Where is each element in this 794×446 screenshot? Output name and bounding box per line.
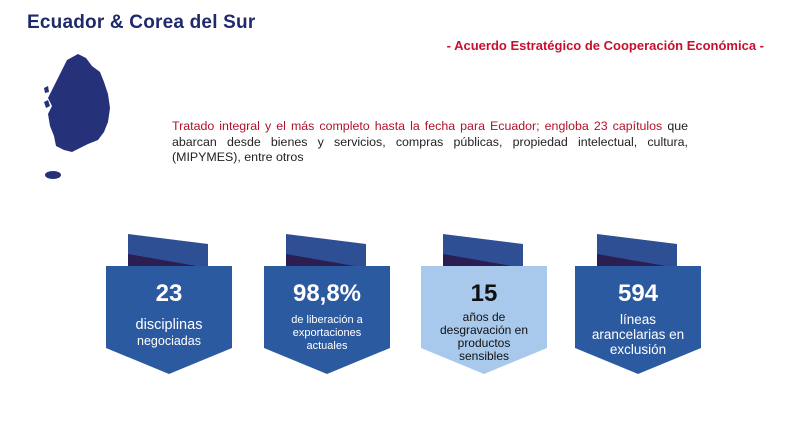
stat-value: 98,8%	[292, 280, 362, 307]
south-korea-map-icon	[44, 54, 110, 179]
card-shape	[264, 234, 390, 374]
stat-label-line2: exportaciones	[292, 327, 362, 339]
page-subtitle: - Acuerdo Estratégico de Cooperación Eco…	[446, 38, 764, 53]
stat-label-line3: actuales	[306, 340, 348, 352]
card-shape	[575, 234, 701, 374]
stat-card-liberacion: 98,8% de liberación a exportaciones actu…	[264, 234, 390, 376]
description-highlight: Tratado integral y el más completo hasta…	[172, 119, 663, 133]
stat-card-disciplinas: 23 disciplinas negociadas	[106, 234, 232, 376]
stat-label-line4: sensibles	[458, 349, 510, 363]
stat-value: 15	[470, 280, 498, 307]
stat-card-lineas: 594 líneas arancelarias en exclusión	[575, 234, 701, 376]
stat-label-line1: líneas	[619, 312, 657, 327]
page-title: Ecuador & Corea del Sur	[27, 12, 256, 33]
stat-label-line2: desgravación en	[439, 323, 529, 337]
stat-label-line2: negociadas	[137, 334, 201, 348]
stat-card-desgravacion: 15 años de desgravación en productos sen…	[421, 234, 547, 376]
stat-label-line3: exclusión	[609, 342, 667, 357]
stat-label-line1: años de	[462, 310, 506, 324]
stat-label-line1: disciplinas	[135, 317, 203, 333]
agreement-description: Tratado integral y el más completo hasta…	[172, 119, 688, 166]
card-shape	[106, 234, 232, 374]
description-text: que abarcan desde bienes y servicios, co…	[172, 119, 688, 164]
card-shape	[421, 234, 547, 374]
stat-value: 23	[155, 280, 183, 307]
stat-label-line2: arancelarias en	[591, 327, 685, 342]
stat-value: 594	[617, 280, 659, 307]
stat-label-line3: productos	[457, 336, 511, 350]
stat-label-line1: de liberación a	[291, 314, 363, 326]
